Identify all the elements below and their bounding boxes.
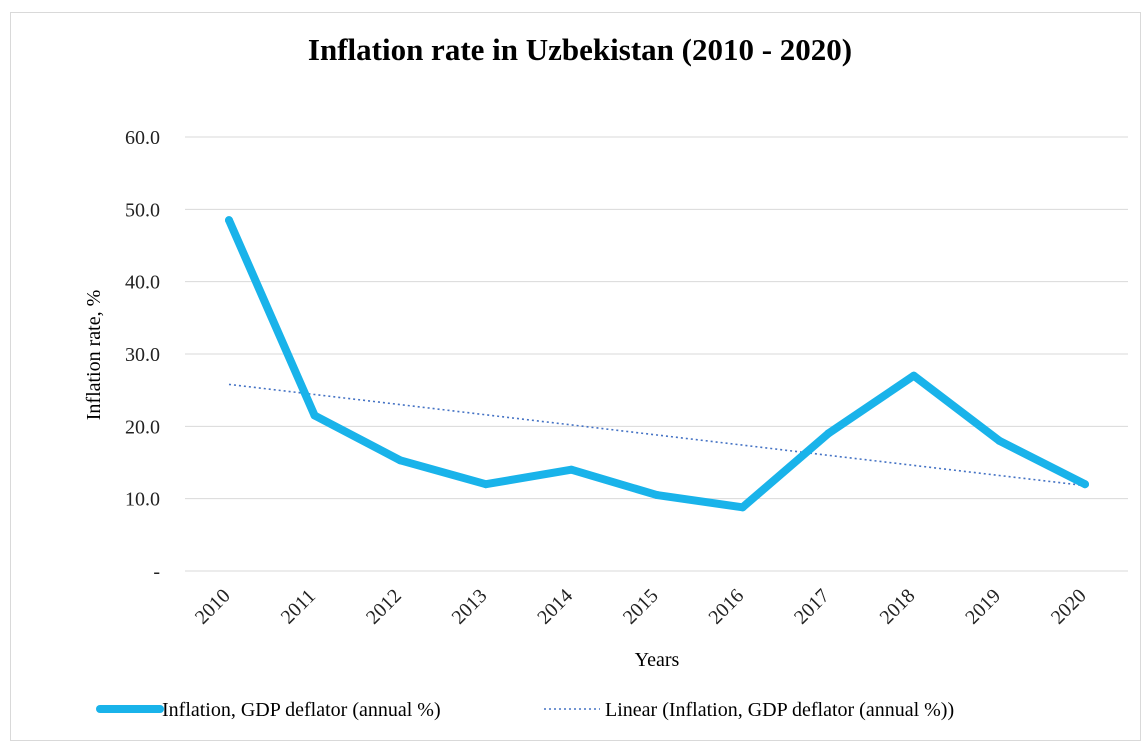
data-point: [567, 465, 576, 474]
legend-label: Linear (Inflation, GDP deflator (annual …: [605, 699, 954, 721]
chart-title: Inflation rate in Uzbekistan (2010 - 202…: [308, 32, 852, 67]
x-tick-label: 2013: [448, 585, 492, 629]
x-tick-label: 2014: [533, 585, 577, 629]
y-tick-label: 20.0: [125, 416, 160, 438]
y-axis-ticks: - 10.0 20.0 30.0 40.0 50.0 60.0: [125, 127, 160, 583]
chart-frame: [10, 12, 1141, 741]
y-tick-label: 50.0: [125, 199, 160, 221]
data-point: [995, 436, 1004, 445]
x-tick-label: 2010: [191, 585, 235, 629]
y-tick-label: 10.0: [125, 489, 160, 511]
data-point: [310, 411, 319, 420]
y-tick-label: -: [153, 561, 160, 583]
y-axis-title: Inflation rate, %: [83, 290, 105, 421]
x-tick-label: 2011: [277, 585, 320, 628]
x-tick-label: 2012: [362, 585, 406, 629]
gridlines: [185, 136, 1128, 572]
data-point: [909, 371, 918, 380]
y-tick-label: 60.0: [125, 127, 160, 149]
y-tick-label: 40.0: [125, 272, 160, 294]
data-point: [481, 480, 490, 489]
x-axis-title: Years: [635, 649, 680, 671]
x-axis-ticks: 2010 2011 2012 2013 2014 2015 2016 2017 2018 2019…: [191, 585, 1091, 629]
series-lines: [225, 216, 1089, 512]
x-tick-label: 2018: [876, 585, 920, 629]
data-point: [653, 491, 661, 500]
x-tick-label: 2016: [704, 585, 748, 629]
trendline: [228, 383, 1086, 487]
data-point: [738, 503, 747, 512]
x-tick-label: 2020: [1047, 585, 1091, 629]
x-tick-label: 2019: [961, 585, 1005, 629]
y-tick-label: 30.0: [125, 344, 160, 366]
x-tick-label: 2017: [790, 585, 834, 629]
data-point: [1081, 480, 1089, 489]
data-point: [824, 429, 833, 438]
x-tick-label: 2015: [619, 585, 663, 629]
series-line: [225, 216, 1089, 512]
data-point: [396, 456, 405, 465]
legend-label: Inflation, GDP deflator (annual %): [162, 699, 441, 721]
legend: Inflation, GDP deflator (annual %) Linear…: [96, 699, 954, 721]
data-point: [225, 216, 233, 225]
